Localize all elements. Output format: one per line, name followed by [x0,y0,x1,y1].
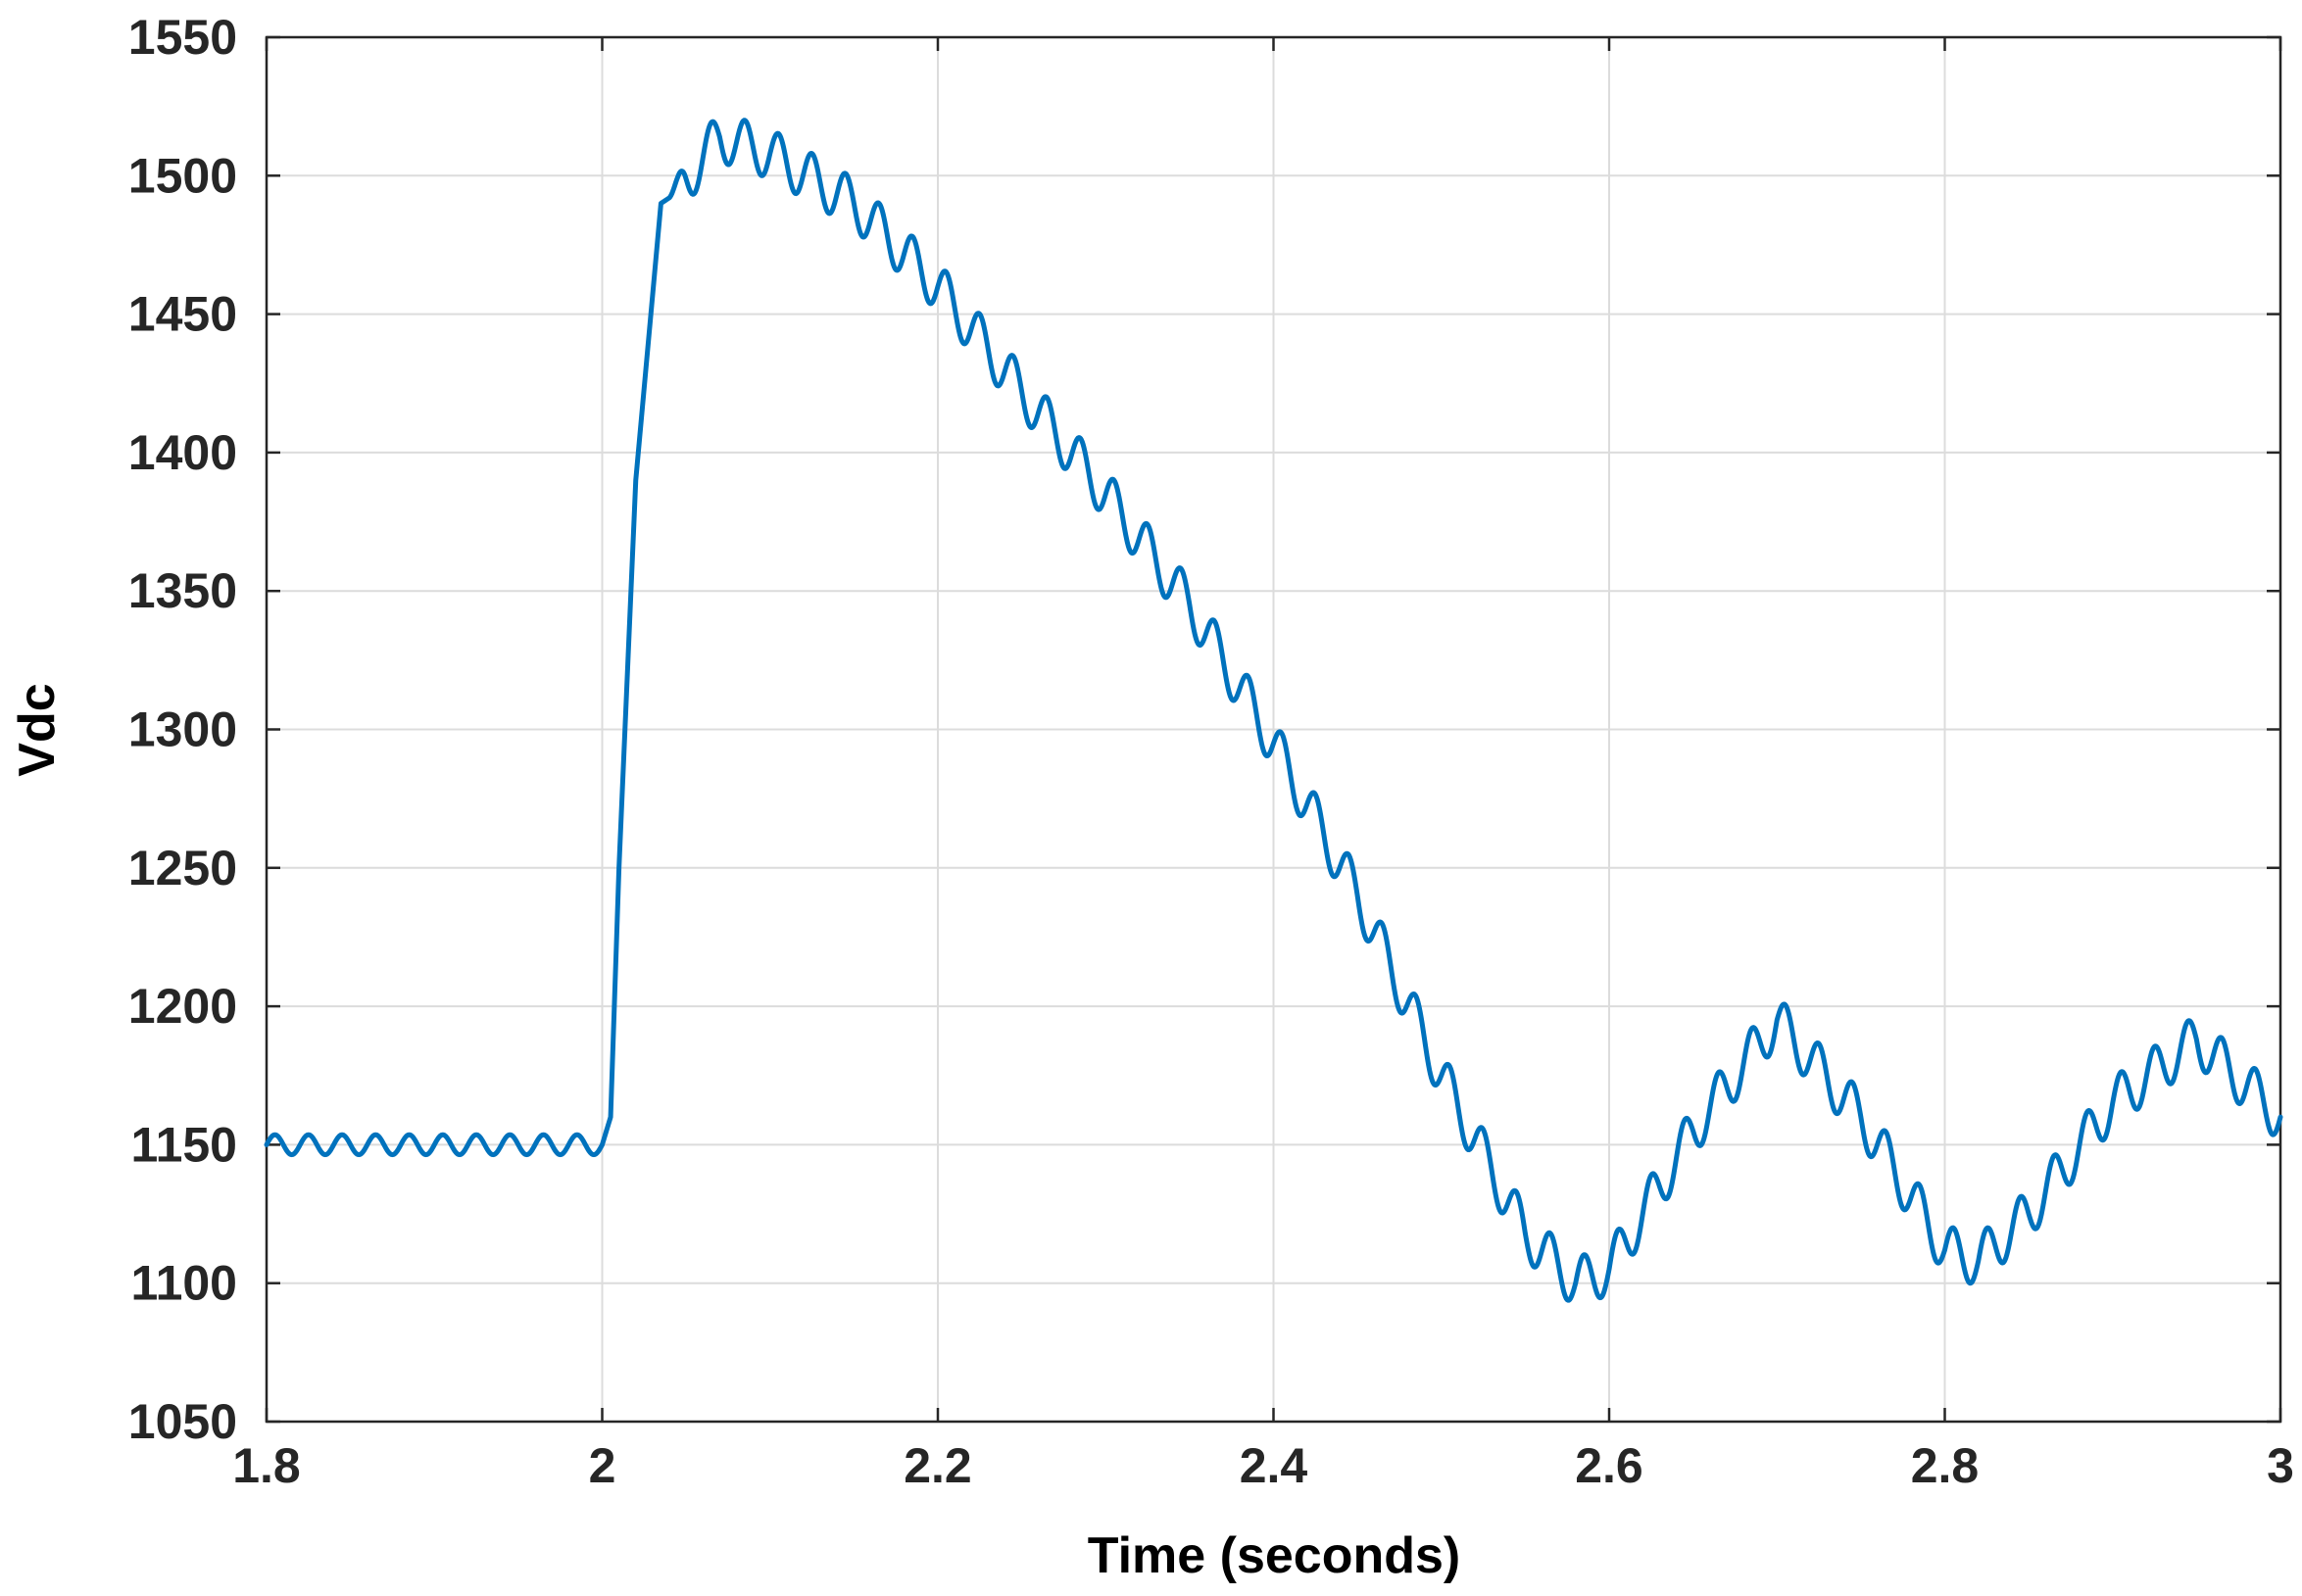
x-tick-label: 2.8 [1911,1438,1980,1493]
y-tick-label: 1500 [128,148,237,203]
x-tick-label: 2.2 [904,1438,972,1493]
x-axis-label: Time (seconds) [1088,1527,1460,1584]
y-tick-label: 1250 [128,841,237,895]
x-tick-label: 3 [2267,1438,2294,1493]
y-tick-label: 1400 [128,425,237,480]
y-tick-label: 1150 [131,1117,237,1172]
y-tick-label: 1550 [128,10,237,65]
x-tick-label: 1.8 [232,1438,301,1493]
axis-ticks [265,35,2282,1424]
y-axis-label: Vdc [9,683,66,776]
x-tick-label: 2 [589,1438,616,1493]
y-tick-label: 1300 [128,702,237,757]
x-tick-label: 2.4 [1240,1438,1308,1493]
y-tick-label: 1100 [131,1256,237,1311]
x-tick-label: 2.6 [1575,1438,1643,1493]
y-tick-label: 1450 [128,287,237,342]
y-tick-label: 1350 [128,563,237,618]
y-axis-tick-labels: 1050 1100 1150 1200 1250 1300 1350 1400 1450 1500… [128,10,237,1449]
y-tick-label: 1050 [128,1394,237,1449]
x-axis-tick-labels: 1.8 2 2.2 2.4 2.6 2.8 3 [232,1438,2294,1493]
vdc-series-line [264,118,2283,1303]
y-tick-label: 1200 [128,979,237,1034]
